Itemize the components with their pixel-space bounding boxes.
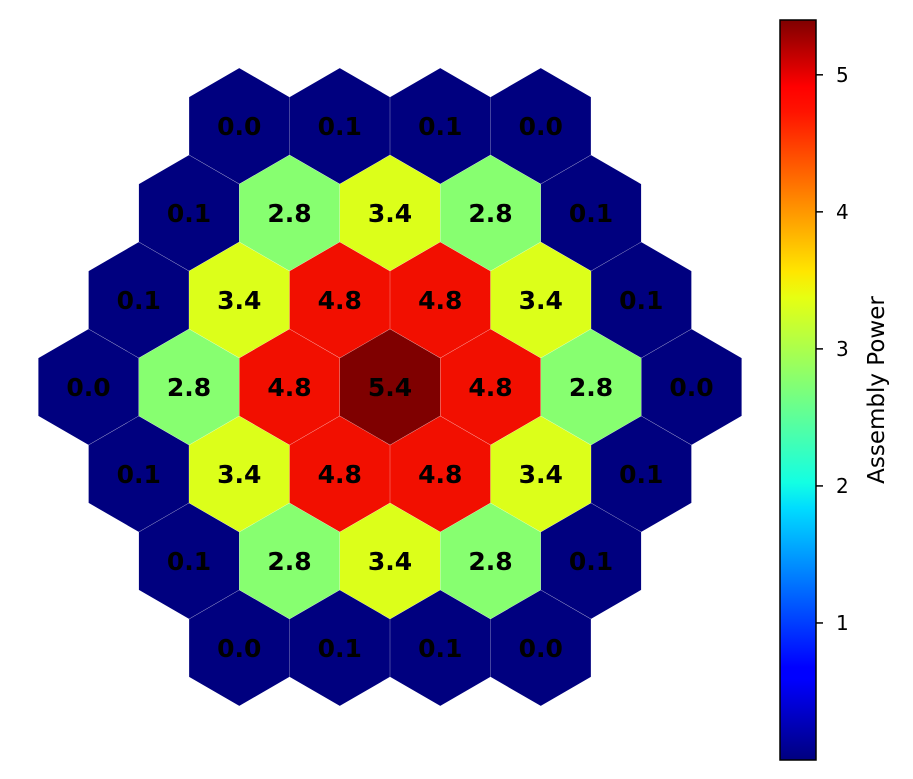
hex-value-label: 0.1 bbox=[619, 460, 663, 489]
hex-value-label: 0.0 bbox=[217, 112, 261, 141]
hex-value-label: 0.0 bbox=[519, 634, 563, 663]
hex-cell bbox=[591, 416, 692, 532]
hex-cell bbox=[540, 155, 642, 271]
hex-value-label: 3.4 bbox=[368, 547, 412, 576]
colorbar-ticks: 1 2 3 4 5 bbox=[816, 63, 849, 635]
hex-cell bbox=[490, 590, 591, 706]
hex-cell bbox=[490, 68, 591, 184]
hex-value-label: 5.4 bbox=[368, 373, 412, 402]
hex-value-label: 4.8 bbox=[318, 286, 362, 315]
hex-value-label: 2.8 bbox=[167, 373, 211, 402]
hex-value-label: 3.4 bbox=[519, 286, 563, 315]
hex-value-label: 4.8 bbox=[418, 460, 462, 489]
hex-value-label: 3.4 bbox=[217, 286, 261, 315]
hex-cell bbox=[38, 329, 139, 445]
hex-cell bbox=[440, 329, 541, 445]
hex-cell bbox=[239, 503, 340, 619]
hex-cell bbox=[540, 329, 642, 445]
hex-cell bbox=[189, 242, 290, 358]
hex-cell bbox=[339, 155, 441, 271]
hex-cell bbox=[138, 155, 240, 271]
colorbar-tick-label: 2 bbox=[836, 474, 849, 498]
hex-value-label: 0.1 bbox=[569, 547, 613, 576]
hex-cell bbox=[490, 416, 591, 532]
colorbar-tick-label: 4 bbox=[836, 200, 849, 224]
hex-value-label: 2.8 bbox=[267, 547, 311, 576]
hex-value-label: 0.0 bbox=[669, 373, 713, 402]
colorbar-gradient bbox=[779, 19, 817, 761]
hex-value-label: 3.4 bbox=[368, 199, 412, 228]
hex-value-label: 0.1 bbox=[619, 286, 663, 315]
hex-value-label: 2.8 bbox=[468, 547, 512, 576]
hex-cell bbox=[289, 590, 390, 706]
colorbar-label: Assembly Power bbox=[864, 296, 890, 484]
hex-value-label: 0.1 bbox=[117, 286, 161, 315]
hex-cell bbox=[591, 242, 692, 358]
hex-cell bbox=[289, 242, 390, 358]
hex-cell bbox=[138, 329, 240, 445]
hex-value-label: 2.8 bbox=[569, 373, 613, 402]
hex-cell bbox=[490, 242, 591, 358]
hex-value-label: 4.8 bbox=[468, 373, 512, 402]
hex-value-label: 0.1 bbox=[167, 547, 211, 576]
hex-value-label: 0.0 bbox=[217, 634, 261, 663]
hex-cell bbox=[390, 68, 491, 184]
hex-cell bbox=[440, 503, 541, 619]
hex-value-label: 3.4 bbox=[519, 460, 563, 489]
hex-cell bbox=[189, 590, 290, 706]
hex-value-label: 2.8 bbox=[468, 199, 512, 228]
hex-cell bbox=[289, 416, 390, 532]
hex-value-label: 0.1 bbox=[318, 634, 362, 663]
hex-value-label: 0.1 bbox=[569, 199, 613, 228]
hex-cell bbox=[88, 242, 189, 358]
hex-value-label: 0.1 bbox=[167, 199, 211, 228]
hex-cell bbox=[440, 155, 541, 271]
colorbar-tick-label: 5 bbox=[836, 63, 849, 87]
hex-value-label: 4.8 bbox=[267, 373, 311, 402]
hex-cell bbox=[138, 503, 240, 619]
hex-value-label: 0.0 bbox=[66, 373, 110, 402]
hex-value-label: 0.1 bbox=[418, 112, 462, 141]
hex-cell bbox=[540, 503, 642, 619]
hex-cell bbox=[641, 329, 742, 445]
hex-grid: 0.0 0.1 0.1 0.0 0.1 2.8 3.4 2.8 0.1 0.1 3.4 4.8 4.8 3… bbox=[38, 68, 742, 706]
hex-value-label: 3.4 bbox=[217, 460, 261, 489]
hex-cell bbox=[339, 329, 441, 445]
colorbar: 1 2 3 4 5 Assembly Power bbox=[779, 19, 890, 761]
hex-cell bbox=[239, 329, 340, 445]
colorbar-tick-label: 3 bbox=[836, 337, 849, 361]
hex-cell bbox=[189, 68, 290, 184]
hex-cell bbox=[390, 242, 491, 358]
hex-value-label: 0.0 bbox=[519, 112, 563, 141]
hex-value-label: 0.1 bbox=[318, 112, 362, 141]
hex-value-label: 0.1 bbox=[418, 634, 462, 663]
hex-cell bbox=[239, 155, 340, 271]
hex-cell bbox=[289, 68, 390, 184]
hex-cell bbox=[339, 503, 441, 619]
hex-cell bbox=[189, 416, 290, 532]
hex-value-label: 4.8 bbox=[418, 286, 462, 315]
hex-cell bbox=[390, 416, 491, 532]
hex-cell bbox=[390, 590, 491, 706]
hex-value-label: 2.8 bbox=[267, 199, 311, 228]
hex-cell bbox=[88, 416, 189, 532]
hex-value-label: 0.1 bbox=[117, 460, 161, 489]
colorbar-tick-label: 1 bbox=[836, 611, 849, 635]
hex-value-label: 4.8 bbox=[318, 460, 362, 489]
